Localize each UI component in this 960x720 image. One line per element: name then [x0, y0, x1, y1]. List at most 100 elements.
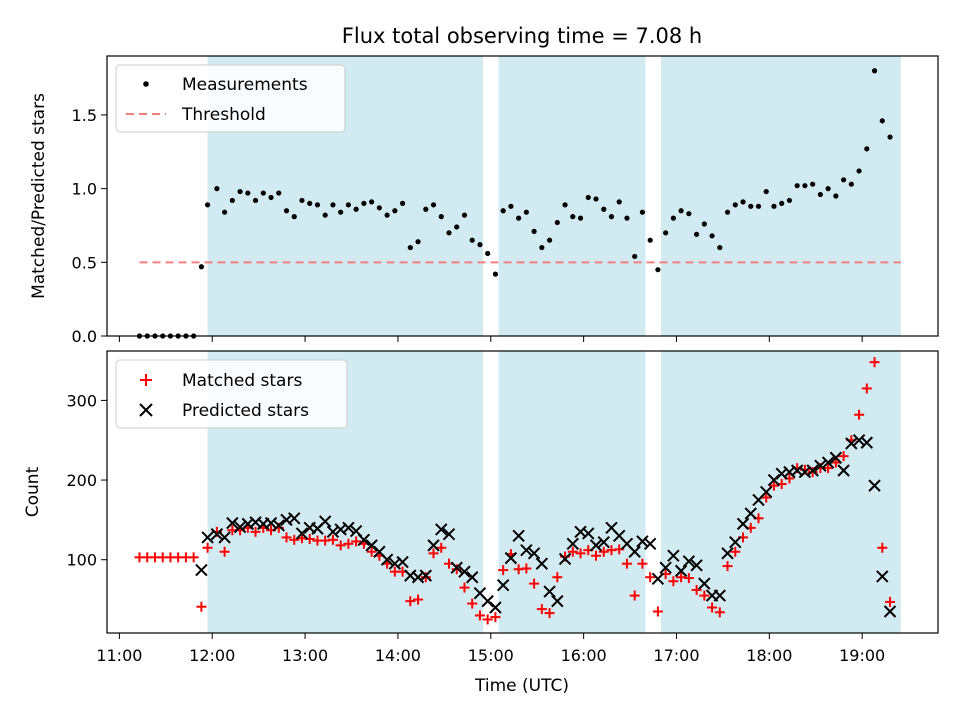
- observing-interval-3: [661, 56, 901, 336]
- measurement-point: [670, 215, 676, 221]
- measurement-point: [361, 200, 367, 206]
- y-tick-label: 200: [66, 471, 97, 490]
- matched-star-marker: [202, 542, 213, 553]
- measurement-point: [369, 199, 375, 205]
- measurement-point: [577, 215, 584, 221]
- measurement-point: [841, 177, 847, 183]
- matched-star-marker: [428, 548, 439, 559]
- measurement-point: [701, 221, 707, 227]
- matched-star-marker: [575, 548, 586, 559]
- matched-star-marker: [521, 563, 532, 574]
- predicted-star-marker: [201, 531, 214, 544]
- predicted-star-marker: [883, 605, 897, 618]
- measurement-point: [771, 203, 777, 209]
- measurement-point: [454, 224, 460, 230]
- matched-star-marker: [869, 357, 880, 368]
- measurement-point: [430, 202, 437, 208]
- matched-star-marker: [668, 576, 679, 587]
- predicted-star-marker: [744, 507, 757, 520]
- matched-star-marker: [807, 467, 818, 478]
- measurement-point: [655, 267, 661, 273]
- predicted-star-marker: [396, 555, 409, 569]
- measurement-point: [879, 118, 885, 124]
- predicted-star-marker: [667, 549, 680, 562]
- predicted-star-marker: [326, 525, 340, 539]
- measurement-point: [794, 183, 800, 189]
- predicted-star-marker: [535, 557, 549, 570]
- measurement-point: [678, 208, 684, 214]
- measurement-point: [663, 230, 669, 236]
- measurement-point: [307, 200, 313, 206]
- measurement-point: [252, 197, 259, 204]
- predicted-star-marker: [713, 589, 727, 602]
- y-tick-label: 0.5: [72, 253, 97, 272]
- predicted-star-marker: [628, 545, 641, 558]
- measurement-point: [531, 228, 537, 234]
- measurement-point: [399, 200, 406, 206]
- predicted-star-marker: [233, 520, 247, 534]
- measurement-point: [268, 194, 274, 201]
- measurement-point: [593, 196, 599, 202]
- predicted-star-marker: [288, 512, 301, 525]
- matched-star-marker: [621, 558, 632, 569]
- predicted-star-marker: [721, 547, 734, 560]
- predicted-star-marker: [852, 434, 866, 447]
- measurement-point: [477, 242, 483, 248]
- legend-label: Threshold: [181, 105, 266, 125]
- measurement-point: [709, 233, 715, 239]
- measurement-point: [260, 190, 266, 196]
- matched-star-marker: [420, 572, 431, 583]
- measurement-point: [492, 271, 499, 277]
- matched-star-marker: [474, 610, 485, 621]
- predicted-star-marker: [295, 527, 309, 540]
- measurement-point: [245, 190, 251, 196]
- measurement-point: [717, 244, 723, 251]
- matched-star-marker: [327, 534, 338, 545]
- predicted-star-marker: [821, 456, 835, 469]
- predicted-star-marker: [860, 436, 874, 449]
- measurement-point: [585, 194, 591, 201]
- measurement-point: [616, 199, 622, 205]
- legend-box: [115, 64, 346, 133]
- measurement-point: [724, 209, 731, 215]
- measurement-point: [779, 200, 785, 206]
- predicted-star-marker: [760, 485, 773, 499]
- matched-star-marker: [490, 612, 501, 623]
- measurement-point: [222, 209, 228, 215]
- predicted-star-marker: [814, 459, 827, 472]
- matched-star-marker: [289, 534, 300, 545]
- predicted-star-marker: [465, 571, 479, 584]
- legend-plus-marker: [140, 374, 152, 386]
- predicted-star-marker: [458, 565, 471, 578]
- measurement-point: [601, 206, 607, 212]
- matched-star-marker: [482, 614, 493, 625]
- matched-star-marker: [861, 383, 872, 394]
- matched-star-marker: [699, 590, 710, 601]
- measurement-point: [523, 209, 529, 215]
- predicted-star-marker: [272, 519, 285, 532]
- x-tick-label: 12:00: [189, 646, 235, 665]
- measurement-point: [237, 188, 243, 195]
- ratio-panel: 0.0 0.5 1.0 1.5 Matched/Predicted stars Mea…: [29, 55, 939, 346]
- predicted-star-marker: [736, 517, 750, 531]
- matched-star-marker: [529, 578, 540, 589]
- measurement-point: [864, 146, 870, 152]
- matched-star-marker: [335, 540, 346, 551]
- predicted-star-marker: [435, 523, 448, 536]
- predicted-star-marker: [876, 570, 889, 583]
- predicted-star-marker: [512, 529, 525, 543]
- predicted-star-marker: [450, 561, 463, 574]
- matched-star-marker: [467, 598, 478, 609]
- measurement-point: [810, 181, 816, 187]
- ratio-legend: Measurements Threshold: [115, 64, 346, 133]
- predicted-star-marker: [837, 464, 850, 477]
- predicted-star-marker: [380, 553, 394, 566]
- predicted-star-marker: [427, 539, 440, 552]
- predicted-star-marker: [527, 547, 541, 560]
- measurement-point: [570, 214, 576, 220]
- matched-star-marker: [188, 552, 199, 563]
- y-tick-label: 100: [66, 551, 97, 570]
- measurement-point: [856, 168, 862, 174]
- predicted-star-marker: [597, 535, 610, 549]
